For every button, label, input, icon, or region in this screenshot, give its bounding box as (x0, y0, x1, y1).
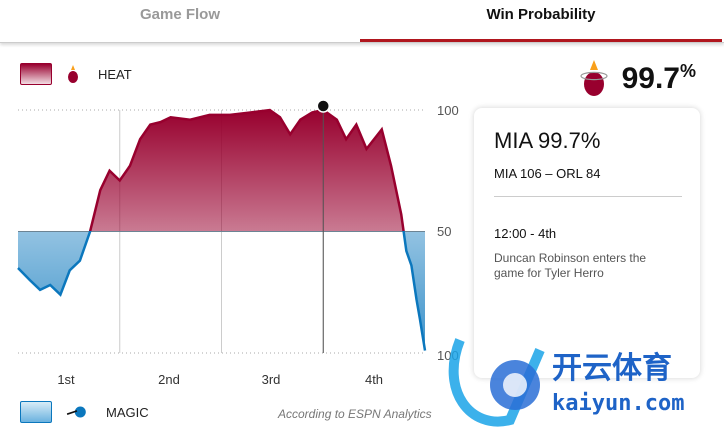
away-area (18, 231, 425, 351)
home-area (90, 110, 404, 231)
svg-text:开云体育: 开云体育 (552, 351, 672, 386)
card-play-description: Duncan Robinson enters the game for Tyle… (494, 251, 647, 280)
away-line (17, 231, 427, 351)
card-probability: MIA 99.7% (494, 128, 601, 153)
tab-bar: Game Flow Win Probability (0, 0, 724, 43)
quarter-label: 4th (364, 372, 384, 387)
analytics-footnote: According to ESPN Analytics (278, 407, 432, 421)
card-time: 12:00 - 4th (494, 226, 557, 241)
quarter-label: 2nd (158, 372, 180, 387)
current-probability: 99.7% (579, 58, 696, 98)
away-swatch (20, 401, 52, 423)
kaiyun-watermark-logo: 开云体育 kaiyun.com (448, 338, 684, 427)
hover-marker (316, 99, 330, 113)
magic-logo-icon (66, 406, 86, 418)
home-swatch (20, 63, 52, 85)
quarter-label: 3rd (261, 372, 281, 387)
quarter-label: 1st (57, 372, 75, 387)
heat-logo-icon (68, 65, 78, 83)
tab-win-probability[interactable]: Win Probability (360, 0, 722, 42)
away-team-label: MAGIC (106, 404, 149, 420)
svg-text:kaiyun.com: kaiyun.com (552, 391, 684, 416)
card-score: MIA 106 – ORL 84 (494, 166, 601, 181)
legend-home: HEAT (20, 63, 132, 85)
pct-sign: % (679, 60, 696, 81)
home-team-label: HEAT (98, 66, 132, 82)
current-pct: 99.7 (621, 61, 680, 95)
heat-logo-icon (579, 60, 608, 96)
y-tick-label: 50 (437, 224, 452, 239)
legend-away: MAGIC (20, 401, 149, 423)
tab-game-flow[interactable]: Game Flow (139, 6, 221, 23)
play-detail-card: MIA 99.7% MIA 106 – ORL 84 12:00 - 4th D… (474, 108, 700, 378)
y-tick-label: 100 (437, 103, 459, 118)
card-divider (494, 196, 682, 197)
home-line (88, 108, 405, 231)
